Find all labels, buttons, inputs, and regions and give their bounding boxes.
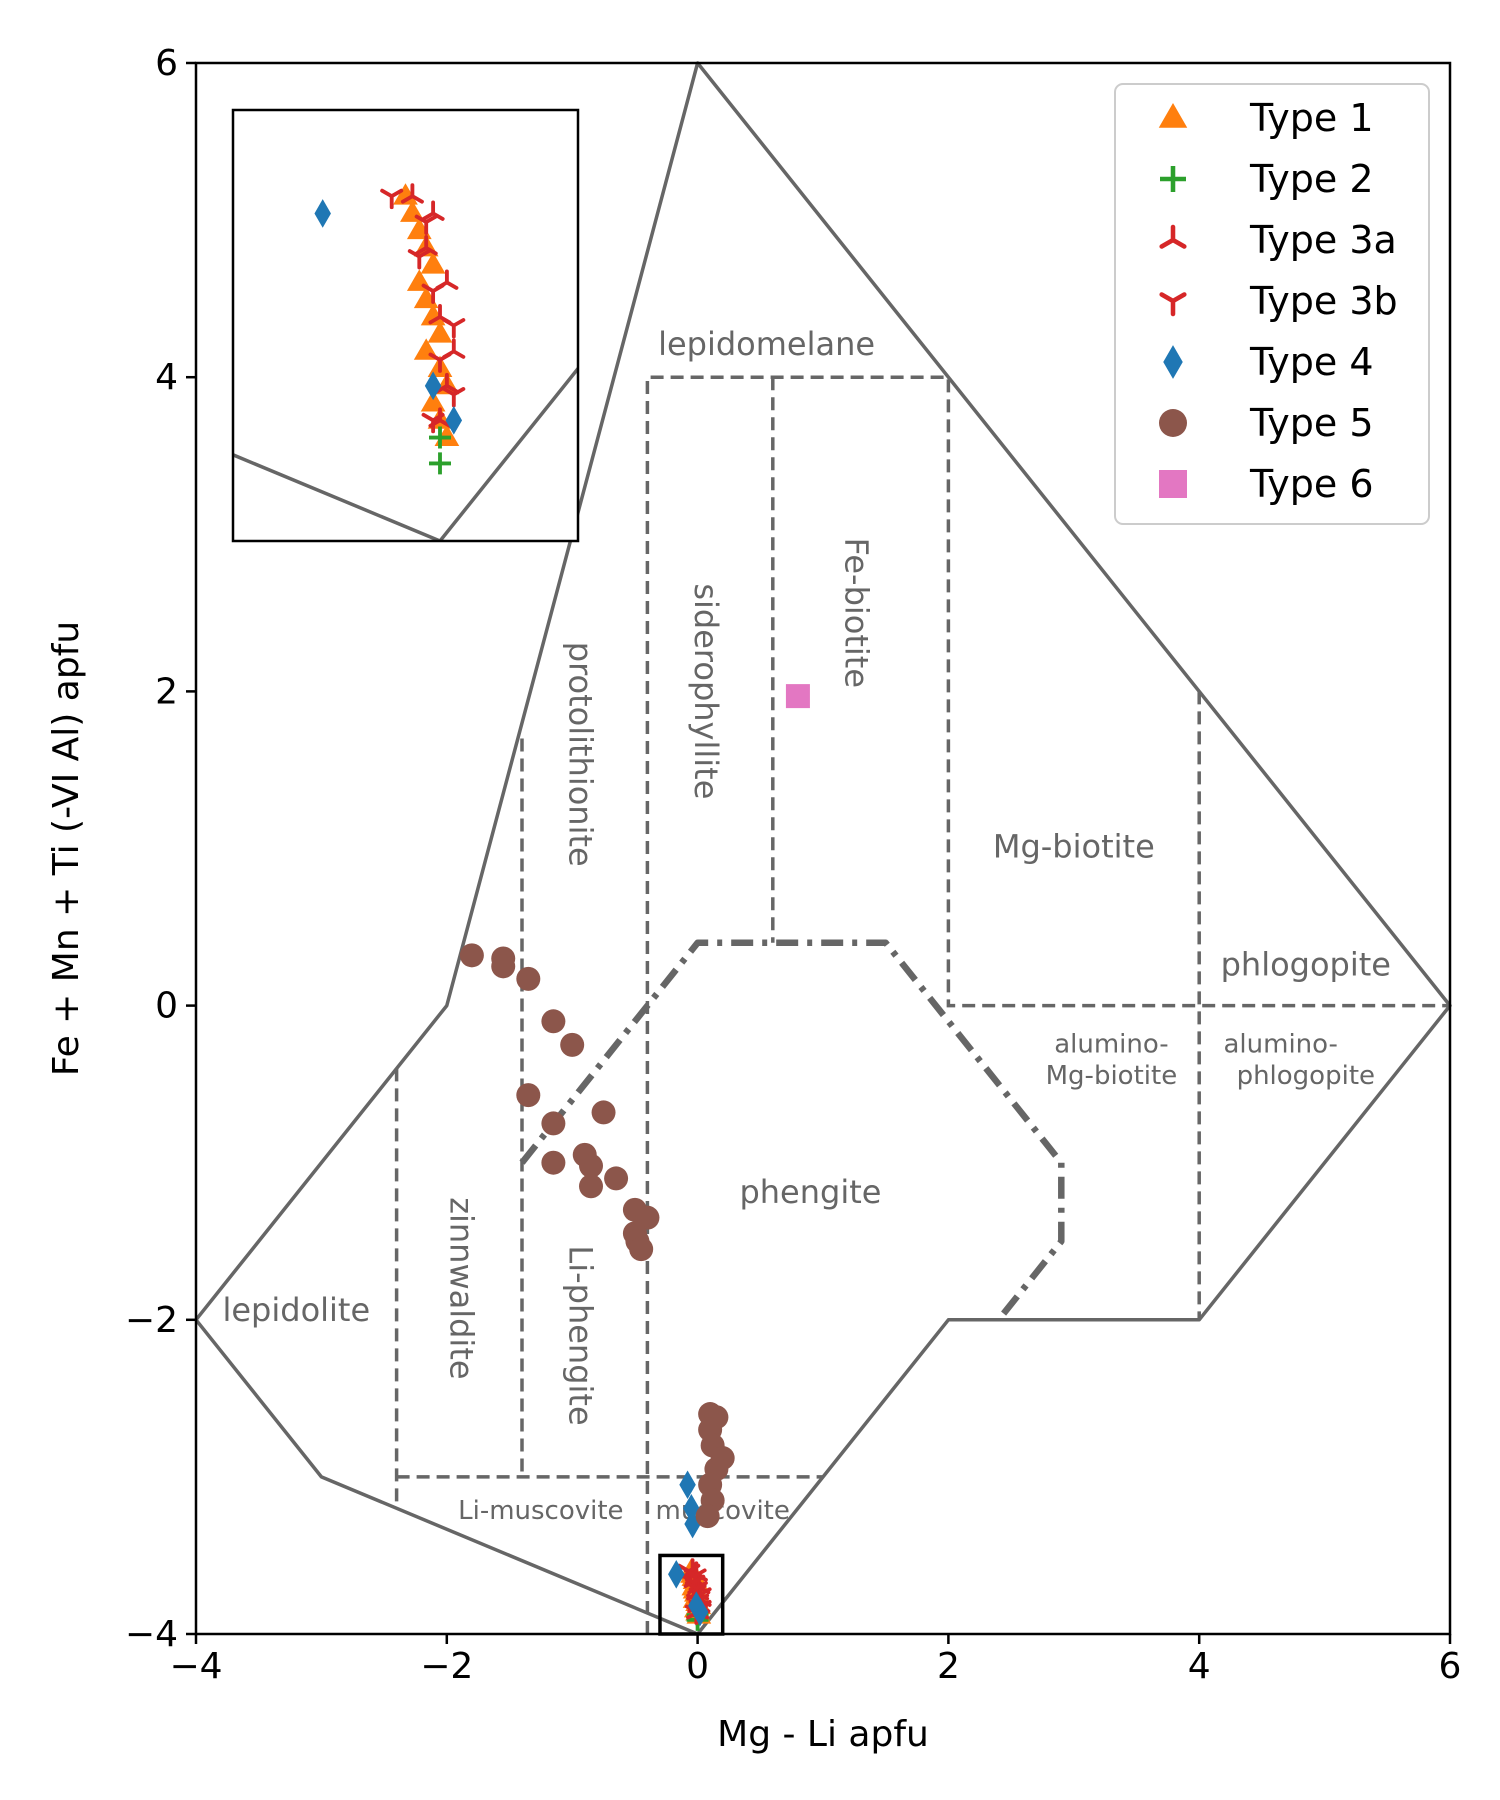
inset-data-point-type-3b (442, 387, 466, 408)
region-label: alumino- (1223, 1029, 1337, 1059)
region-label: Li-muscovite (458, 1496, 623, 1526)
inset-data-point-type-1 (427, 321, 453, 343)
region-label: siderophyllite (687, 583, 725, 799)
inset-data-point-type-3b (442, 318, 466, 339)
axes-frame (194, 61, 1452, 1636)
region-label: alumino- (1054, 1029, 1168, 1059)
y-tick-label: 0 (155, 986, 178, 1027)
legend-label: Type 2 (1249, 157, 1374, 201)
data-point-type-5 (629, 1237, 654, 1262)
legend-marker-type-5 (1159, 409, 1187, 437)
x-tick-label: 6 (1439, 1646, 1462, 1687)
inset-content (233, 183, 578, 541)
legend-label: Type 3a (1249, 218, 1397, 262)
y-tick-label: 6 (155, 43, 178, 84)
region-label: Fe-biotite (837, 538, 875, 688)
inset-data-point-type-2 (429, 452, 451, 475)
x-tick-label: −2 (420, 1646, 473, 1687)
region-label: Li-phengite (561, 1245, 599, 1425)
inset-data-point-type-4 (445, 406, 463, 435)
data-point-type-5 (560, 1032, 585, 1057)
region-label: protolithionite (561, 642, 599, 867)
region-label: phlogopite (1221, 945, 1391, 983)
inset-data-point-type-3a (421, 200, 445, 221)
inset-background (233, 110, 578, 541)
region-label: Mg-biotite (1046, 1061, 1178, 1091)
inset-data-point-type-3b (380, 188, 404, 210)
data-point-type-5 (541, 1111, 566, 1136)
data-points (459, 684, 810, 1631)
data-point-type-5 (516, 966, 541, 991)
legend-marker-type-3b (1159, 292, 1187, 317)
inset-data-point-type-3a (435, 372, 459, 394)
data-point-type-5 (459, 943, 484, 968)
inset-data-point-type-3a (414, 234, 438, 256)
legend-label: Type 3b (1249, 279, 1398, 323)
data-point-type-6 (785, 684, 810, 709)
inset-data-point-type-2 (429, 426, 451, 449)
data-point-type-4 (679, 1470, 696, 1500)
legend-label: Type 6 (1249, 462, 1374, 506)
legend-marker-type-2 (1160, 166, 1186, 192)
legend-label: Type 1 (1249, 96, 1374, 140)
inset-data-point-type-3b (428, 352, 452, 373)
legend: Type 1 Type 2 Type 3a Type 3b Type 4 Type 5 Ty… (1114, 83, 1430, 525)
x-tick-label: 4 (1188, 1646, 1211, 1687)
legend-marker-type-4 (1163, 345, 1183, 379)
x-tick-label: −4 (169, 1646, 222, 1687)
region-label: Mg-biotite (993, 828, 1155, 866)
region-label: zinnwaldite (442, 1197, 480, 1379)
data-point-type-5 (491, 954, 516, 979)
data-point-type-5 (695, 1504, 720, 1529)
region-labels: lepidomelane protolithionite siderophyllit… (222, 325, 1391, 1526)
region-label: lepidomelane (658, 325, 875, 363)
x-tick-label: 2 (937, 1646, 960, 1687)
inset-data-point-type-3a (400, 183, 424, 204)
data-point-type-4 (668, 1560, 685, 1589)
y-tick-label: −4 (125, 1614, 178, 1655)
x-axis-label: Mg - Li apfu (717, 1714, 929, 1755)
region-label: phengite (739, 1173, 881, 1211)
data-point-type-5 (591, 1100, 616, 1125)
inset-data-point-type-4 (424, 371, 442, 401)
inset-data-point-type-4 (314, 199, 331, 228)
x-tick-label: 0 (686, 1646, 709, 1687)
data-point-type-5 (516, 1083, 541, 1108)
inset-data-point-type-3b (421, 283, 445, 304)
legend-marker-type-6 (1159, 470, 1187, 498)
data-point-type-5 (604, 1166, 629, 1191)
inset-plot (231, 108, 580, 543)
inset-data-point-type-1 (420, 252, 446, 274)
region-label: lepidolite (222, 1291, 370, 1329)
inset-data-point-type-1 (420, 303, 446, 326)
data-point-type-5 (579, 1153, 604, 1178)
inset-frame (231, 108, 580, 543)
legend-label: Type 4 (1249, 340, 1374, 384)
data-point-type-5 (579, 1174, 604, 1199)
legend-box (1114, 83, 1430, 525)
data-point-type-5 (541, 1009, 566, 1034)
boundary-line-dashdot (519, 939, 1065, 1322)
y-axis-label: Fe + Mn + Ti (-VI Al) apfu (46, 621, 87, 1076)
inset-data-point-type-1 (393, 183, 418, 205)
region-label: phlogopite (1237, 1061, 1375, 1091)
legend-label: Type 5 (1249, 401, 1374, 445)
axes: −4 −2 0 2 4 6 −4 −2 0 2 4 6 Mg - Li apfu Fe + Mn + Ti… (46, 43, 1461, 1755)
boundary-line-dashed (645, 375, 1450, 1634)
legend-marker-type-1 (1158, 103, 1188, 128)
legend-marker-type-3a (1159, 224, 1187, 249)
inset-data-point-type-1 (420, 390, 446, 412)
inset-data-point-type-3b (421, 412, 445, 434)
inset-data-point-type-3b (407, 249, 431, 270)
y-tick-label: 4 (155, 357, 178, 398)
y-tick-label: 2 (155, 671, 178, 712)
inset-data-point-type-3b (414, 214, 438, 235)
y-tick-label: −2 (125, 1300, 178, 1341)
data-point-type-5 (541, 1150, 566, 1175)
data-point-type-4 (691, 1597, 709, 1627)
